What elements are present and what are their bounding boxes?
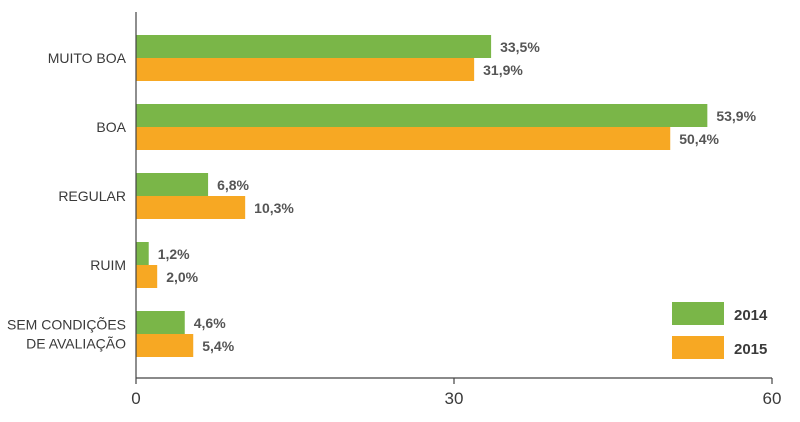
bar-2015 <box>136 127 671 150</box>
category-label: MUITO BOA <box>48 50 127 66</box>
bar-2014 <box>136 35 492 58</box>
bars-group <box>136 35 708 357</box>
data-label: 1,2% <box>158 246 190 262</box>
labels-group: MUITO BOA 33,5% 31,9% BOA 53,9% 50,4% REGULAR 6… <box>7 39 757 354</box>
bar-2014 <box>136 173 209 196</box>
bar-2014 <box>136 242 149 265</box>
category-label: RUIM <box>90 257 126 273</box>
data-label: 5,4% <box>202 338 234 354</box>
bar-2015 <box>136 334 194 357</box>
legend-swatch-2015 <box>672 336 724 359</box>
data-label: 53,9% <box>716 108 756 124</box>
legend: 2014 2015 <box>672 302 768 359</box>
category-label: DE AVALIAÇÃO <box>26 336 126 352</box>
x-tick-label: 60 <box>763 389 782 408</box>
data-label: 33,5% <box>500 39 540 55</box>
axes-group: 0 30 60 <box>131 12 781 408</box>
data-label: 4,6% <box>194 315 226 331</box>
category-label: REGULAR <box>58 188 126 204</box>
x-tick-label: 30 <box>445 389 464 408</box>
bar-2014 <box>136 311 185 334</box>
bar-2014 <box>136 104 708 127</box>
category-label: BOA <box>96 119 126 135</box>
data-label: 10,3% <box>254 200 294 216</box>
data-label: 50,4% <box>679 131 719 147</box>
data-label: 6,8% <box>217 177 249 193</box>
bar-2015 <box>136 196 246 219</box>
legend-label: 2014 <box>734 307 768 324</box>
bar-2015 <box>136 265 158 288</box>
bar-2015 <box>136 58 475 81</box>
legend-label: 2015 <box>734 341 767 358</box>
category-label: SEM CONDIÇÕES <box>7 317 126 333</box>
data-label: 2,0% <box>166 269 198 285</box>
data-label: 31,9% <box>483 62 523 78</box>
legend-swatch-2014 <box>672 302 724 325</box>
x-tick-label: 0 <box>131 389 140 408</box>
